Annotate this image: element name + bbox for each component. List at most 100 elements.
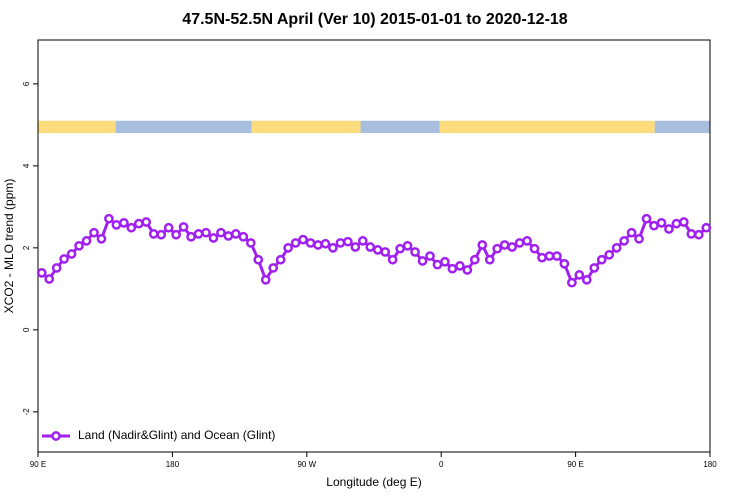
data-point [432, 259, 443, 270]
data-point [133, 218, 144, 229]
x-tick-label: 90 E [567, 460, 583, 469]
data-point [260, 274, 271, 285]
data-point [313, 240, 323, 250]
data-point [559, 258, 570, 269]
data-point [484, 254, 495, 265]
data-point [425, 251, 435, 261]
data-point [365, 242, 376, 252]
data-point [380, 247, 391, 257]
x-tick-label: 180 [703, 460, 717, 469]
data-point [440, 256, 450, 267]
y-tick-label: 0 [22, 327, 31, 332]
data-point [126, 222, 137, 233]
data-point [522, 236, 532, 246]
data-point [372, 245, 383, 255]
data-point [74, 240, 84, 251]
data-point [223, 231, 234, 241]
data-point [328, 242, 338, 253]
data-point [671, 218, 682, 229]
data-point [581, 274, 592, 285]
data-point [701, 222, 712, 233]
data-point [567, 277, 577, 288]
data-point [171, 229, 181, 240]
data-point [178, 222, 189, 232]
data-point [492, 243, 503, 254]
data-point [357, 236, 368, 246]
data-point [447, 263, 458, 274]
data-point [156, 229, 167, 240]
x-tick-label: 90 E [30, 460, 46, 469]
data-point [111, 220, 122, 230]
data-point [141, 217, 152, 227]
data-point [89, 227, 99, 238]
data-point [59, 254, 69, 264]
data-point [335, 238, 346, 248]
y-tick-label: 4 [22, 163, 31, 168]
legend-marker [51, 431, 61, 441]
x-axis-label: Longitude (deg E) [326, 475, 421, 489]
x-tick-label: 0 [439, 460, 444, 469]
data-point [36, 268, 47, 278]
y-tick-label: -2 [22, 408, 31, 416]
data-point [387, 254, 398, 265]
data-point [148, 229, 159, 239]
data-point [634, 233, 644, 244]
data-point [216, 227, 226, 238]
data-point [395, 243, 405, 254]
data-point [619, 236, 629, 246]
chart-title: 47.5N-52.5N April (Ver 10) 2015-01-01 to… [182, 11, 568, 28]
data-point [596, 254, 607, 265]
data-point [477, 240, 488, 250]
data-point [51, 263, 62, 273]
data-point [350, 242, 361, 252]
data-point [275, 254, 286, 265]
data-point [238, 231, 249, 242]
data-point [626, 227, 637, 238]
data-point [656, 217, 667, 228]
data-point [305, 238, 316, 248]
data-point [231, 229, 241, 239]
data-point [201, 227, 211, 238]
data-point [44, 274, 55, 284]
data-point [283, 242, 293, 253]
data-point [544, 251, 555, 261]
data-point [529, 243, 540, 254]
data-point [649, 220, 659, 231]
data-point [298, 234, 308, 245]
data-point [402, 240, 413, 251]
x-tick-label: 180 [166, 460, 180, 469]
data-point [693, 229, 704, 240]
data-point [514, 238, 525, 248]
data-point [290, 238, 301, 248]
data-point [462, 265, 473, 275]
data-point [664, 224, 674, 234]
land-ocean-band [439, 120, 655, 134]
data-point [604, 249, 615, 260]
data-point [641, 213, 652, 224]
data-point [320, 238, 331, 249]
data-point [410, 247, 420, 257]
data-point [268, 263, 279, 273]
data-point [245, 238, 256, 248]
data-point [499, 240, 510, 250]
data-point [574, 270, 585, 280]
data-point [537, 252, 547, 263]
y-axis-label: XCO2 - MLO trend (ppm) [2, 179, 16, 314]
data-point [552, 251, 562, 261]
data-point [455, 261, 465, 271]
data-point [611, 242, 622, 253]
data-point [96, 233, 107, 244]
y-tick-label: 6 [22, 81, 31, 86]
data-point [104, 213, 114, 224]
land-ocean-band [360, 120, 440, 134]
data-point [253, 254, 264, 265]
data-point [507, 242, 517, 252]
data-point [589, 263, 600, 273]
y-tick-label: 2 [22, 245, 31, 250]
data-point [679, 217, 689, 227]
land-ocean-band [38, 120, 116, 134]
data-point [66, 249, 77, 259]
plot-frame [37, 39, 711, 453]
